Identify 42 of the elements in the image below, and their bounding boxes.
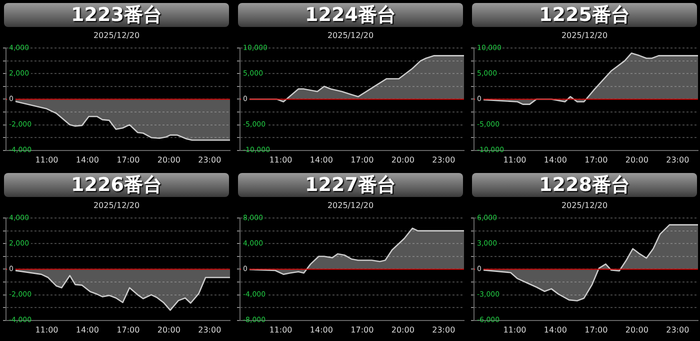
chart-subtitle: 2025/12/20 xyxy=(92,30,141,42)
x-tick-label: 20:00 xyxy=(625,155,648,164)
x-tick-label: 23:00 xyxy=(432,325,456,334)
x-tick-label: 14:00 xyxy=(76,155,99,164)
x-tick-label: 20:00 xyxy=(391,155,414,164)
chart-title: 1227番台 xyxy=(238,173,463,197)
x-tick-label: 11:00 xyxy=(35,325,58,334)
x-tick-label: 20:00 xyxy=(157,155,180,164)
chart-subtitle: 2025/12/20 xyxy=(326,200,375,212)
x-tick-label: 14:00 xyxy=(544,155,567,164)
chart-subtitle: 2025/12/20 xyxy=(560,30,609,42)
x-tick-label: 20:00 xyxy=(391,325,414,334)
x-tick-label: 11:00 xyxy=(503,155,526,164)
chart-subtitle: 2025/12/20 xyxy=(92,200,141,212)
x-tick-label: 11:00 xyxy=(503,325,526,334)
x-tick-label: 20:00 xyxy=(157,325,180,334)
chart-title: 1225番台 xyxy=(472,3,697,27)
x-tick-label: 20:00 xyxy=(625,325,648,334)
x-tick-label: 17:00 xyxy=(116,155,140,164)
x-tick-label: 23:00 xyxy=(666,155,690,164)
x-tick-label: 23:00 xyxy=(198,325,222,334)
chart-subtitle: 2025/12/20 xyxy=(326,30,375,42)
x-tick-label: 11:00 xyxy=(269,325,292,334)
x-tick-label: 23:00 xyxy=(666,325,690,334)
x-tick-label: 17:00 xyxy=(584,155,608,164)
x-tick-label: 14:00 xyxy=(76,325,99,334)
chart-subtitle: 2025/12/20 xyxy=(560,200,609,212)
chart-title: 1224番台 xyxy=(238,3,463,27)
chart-title: 1228番台 xyxy=(472,173,697,197)
x-tick-label: 17:00 xyxy=(350,155,374,164)
x-tick-label: 14:00 xyxy=(310,155,333,164)
x-tick-label: 14:00 xyxy=(544,325,567,334)
x-tick-label: 11:00 xyxy=(35,155,58,164)
x-tick-label: 23:00 xyxy=(432,155,456,164)
x-tick-label: 11:00 xyxy=(269,155,292,164)
x-tick-label: 17:00 xyxy=(116,325,140,334)
x-tick-label: 23:00 xyxy=(198,155,222,164)
chart-title: 1223番台 xyxy=(4,3,229,27)
x-tick-label: 14:00 xyxy=(310,325,333,334)
x-tick-label: 17:00 xyxy=(584,325,608,334)
x-tick-label: 17:00 xyxy=(350,325,374,334)
chart-title: 1226番台 xyxy=(4,173,229,197)
